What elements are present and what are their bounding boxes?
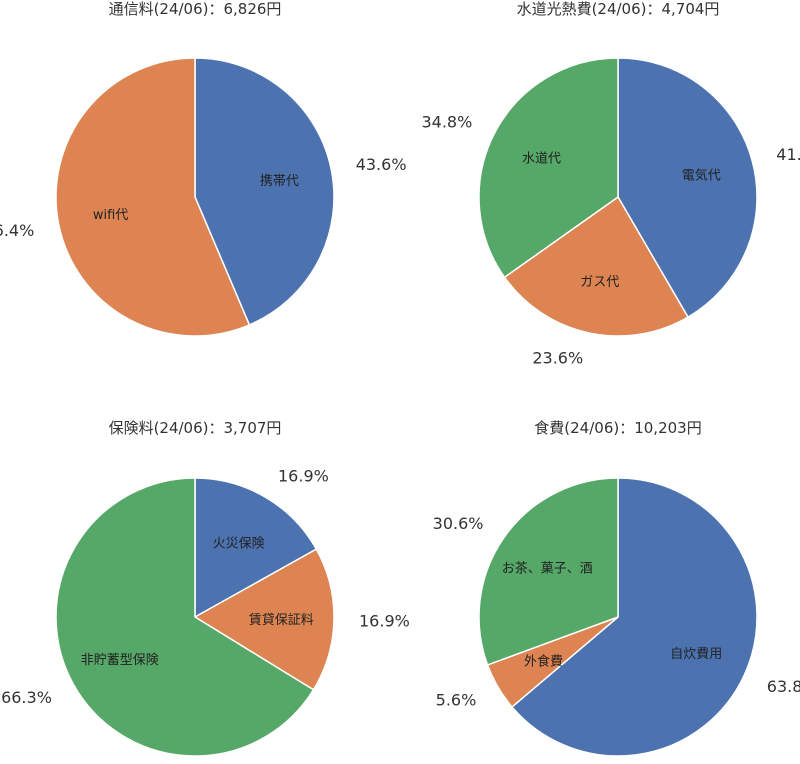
slice-category-label: ガス代 bbox=[580, 275, 619, 290]
slice-category-label: お茶、菓子、酒 bbox=[502, 561, 593, 577]
slice-category-label: 自炊費用 bbox=[670, 647, 722, 662]
pie-slice-1 bbox=[510, 477, 758, 757]
chart-title: 保険料(24/06)：3,707円 bbox=[109, 419, 282, 437]
pie-slice-1 bbox=[617, 57, 758, 319]
slice-category-label: 非貯蓄型保険 bbox=[81, 653, 159, 668]
slice-percent-label: 16.9% bbox=[278, 467, 329, 486]
chart-title: 水道光熱費(24/06)：4,704円 bbox=[517, 0, 720, 18]
pie-slice-2 bbox=[193, 548, 335, 691]
slice-percent-label: 5.6% bbox=[436, 691, 477, 710]
pie-slice-3 bbox=[55, 477, 315, 757]
pie-slice-3 bbox=[478, 477, 619, 666]
slice-percent-label: 23.6% bbox=[532, 348, 583, 367]
pie-slice-3 bbox=[478, 57, 619, 279]
slice-percent-label: 43.6% bbox=[356, 155, 407, 174]
pie-slice-1 bbox=[194, 57, 335, 326]
pie-slice-2 bbox=[55, 57, 251, 337]
slice-percent-label: 41.6% bbox=[776, 145, 800, 164]
slice-percent-label: 34.8% bbox=[421, 113, 472, 132]
slice-category-label: 電気代 bbox=[682, 168, 721, 184]
pie-slice-1 bbox=[194, 477, 318, 619]
slice-percent-label: 63.8% bbox=[767, 677, 800, 696]
chart-title: 食費(24/06)：10,203円 bbox=[534, 419, 701, 437]
slice-category-label: 外食費 bbox=[524, 653, 563, 669]
pie-slice-2 bbox=[503, 195, 690, 337]
slice-category-label: 火災保険 bbox=[213, 537, 265, 552]
slice-category-label: wifi代 bbox=[93, 208, 128, 223]
slice-percent-label: 56.4% bbox=[0, 221, 34, 240]
slice-percent-label: 66.3% bbox=[1, 688, 52, 707]
slice-category-label: 賃貸保証料 bbox=[249, 612, 314, 628]
slice-percent-label: 16.9% bbox=[359, 611, 410, 630]
chart-title: 通信料(24/06)：6,826円 bbox=[109, 0, 282, 18]
slice-category-label: 携帯代 bbox=[260, 173, 299, 189]
slice-category-label: 水道代 bbox=[522, 151, 561, 166]
slice-percent-label: 30.6% bbox=[433, 514, 484, 533]
